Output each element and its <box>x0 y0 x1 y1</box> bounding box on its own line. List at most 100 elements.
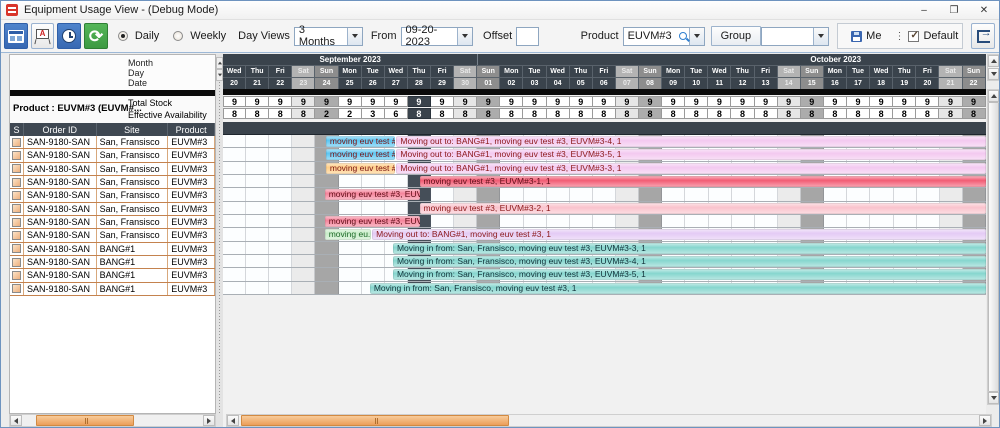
table-row[interactable]: SAN-9180-SAN BANG#1 EUVM#3 <box>10 282 215 296</box>
gantt-bar[interactable]: Moving out to: BANG#1, moving euv test #… <box>396 136 986 147</box>
table-scroll-right-icon[interactable] <box>203 415 215 426</box>
gantt-bar[interactable]: Moving in from: San, Fransisco, moving e… <box>392 269 986 281</box>
splitter-scroll-up-icon[interactable] <box>216 57 223 69</box>
day-of-week-cell[interactable]: Sun <box>800 65 824 77</box>
search-icon[interactable] <box>678 32 687 40</box>
day-of-week-cell[interactable]: Fri <box>754 65 778 77</box>
date-cell[interactable]: 11 <box>708 77 732 89</box>
table-row[interactable]: SAN-9180-SAN San, Fransisco EUVM#3 <box>10 162 215 176</box>
row-select-cell[interactable] <box>10 215 24 229</box>
date-cell[interactable]: 09 <box>662 77 686 89</box>
site-cell[interactable]: BANG#1 <box>97 255 169 269</box>
day-of-week-cell[interactable]: Sun <box>315 65 339 77</box>
gantt-bar[interactable]: Moving out to: BANG#1, moving euv test #… <box>396 162 986 174</box>
gantt-scroll-down-icon[interactable] <box>988 392 999 404</box>
date-cell[interactable]: 16 <box>823 77 847 89</box>
site-cell[interactable]: San, Fransisco <box>97 215 169 229</box>
day-of-week-cell[interactable]: Thu <box>731 65 755 77</box>
day-of-week-cell[interactable]: Thu <box>569 65 593 77</box>
gantt-bar[interactable]: Moving out to: BANG#1, moving euv test #… <box>372 229 986 241</box>
split-handle-icon[interactable]: ⋮ <box>894 30 905 42</box>
weekly-radio[interactable] <box>173 31 184 41</box>
day-of-week-cell[interactable]: Sat <box>615 65 639 77</box>
product-cell[interactable]: EUVM#3 <box>168 175 215 189</box>
gantt-horizontal-scroll-thumb[interactable] <box>241 415 509 426</box>
date-cell[interactable]: 21 <box>246 77 270 89</box>
date-cell[interactable]: 18 <box>870 77 894 89</box>
product-cell[interactable]: EUVM#3 <box>168 215 215 229</box>
product-input[interactable]: EUVM#3 <box>622 26 705 46</box>
day-of-week-cell[interactable]: Mon <box>500 65 524 77</box>
date-cell[interactable]: 17 <box>846 77 871 89</box>
order-id-cell[interactable]: SAN-9180-SAN <box>24 149 97 162</box>
gantt-scroll-right-icon[interactable] <box>979 415 991 426</box>
group-button[interactable]: Group <box>710 26 762 46</box>
table-row[interactable]: SAN-9180-SAN San, Fransisco EUVM#3 <box>10 215 215 230</box>
header-scroll-down-icon[interactable] <box>988 68 999 80</box>
day-of-week-cell[interactable]: Sun <box>638 65 663 77</box>
table-row[interactable]: SAN-9180-SAN BANG#1 EUVM#3 <box>10 269 215 283</box>
site-cell[interactable]: San, Fransisco <box>97 149 169 162</box>
date-cell[interactable]: 04 <box>546 77 570 89</box>
row-select-cell[interactable] <box>10 202 24 215</box>
table-horizontal-scrollbar[interactable] <box>9 414 216 427</box>
site-cell[interactable]: San, Fransisco <box>97 229 169 242</box>
gantt-bar[interactable]: moving euv test #.. <box>325 136 396 147</box>
day-of-week-cell[interactable]: Sun <box>962 65 986 77</box>
table-row[interactable]: SAN-9180-SAN San, Fransisco EUVM#3 <box>10 189 215 203</box>
date-cell[interactable]: 05 <box>569 77 593 89</box>
row-select-cell[interactable] <box>10 162 24 175</box>
row-select-cell[interactable] <box>10 136 24 149</box>
day-of-week-cell[interactable]: Sat <box>777 65 801 77</box>
table-row[interactable]: SAN-9180-SAN San, Fransisco EUVM#3 <box>10 175 215 190</box>
day-of-week-cell[interactable]: Tue <box>846 65 871 77</box>
table-row[interactable]: SAN-9180-SAN San, Fransisco EUVM#3 <box>10 202 215 216</box>
day-of-week-cell[interactable]: Tue <box>523 65 547 77</box>
date-cell[interactable]: 10 <box>685 77 709 89</box>
from-date-input[interactable]: 09-20-2023 <box>400 24 474 48</box>
date-cell[interactable]: 08 <box>638 77 663 89</box>
date-cell[interactable]: 03 <box>523 77 547 89</box>
row-select-cell[interactable] <box>10 189 24 202</box>
day-of-week-cell[interactable]: Thu <box>893 65 917 77</box>
order-id-cell[interactable]: SAN-9180-SAN <box>24 242 97 255</box>
view-preset-dropdown-arrow-icon[interactable] <box>813 27 829 45</box>
date-cell[interactable]: 28 <box>407 77 431 89</box>
months-select[interactable]: 3 Months <box>293 24 363 48</box>
order-id-cell[interactable]: SAN-9180-SAN <box>24 269 97 282</box>
product-cell[interactable]: EUVM#3 <box>168 149 215 162</box>
date-cell[interactable]: 02 <box>500 77 524 89</box>
date-cell[interactable]: 12 <box>731 77 755 89</box>
order-id-cell[interactable]: SAN-9180-SAN <box>24 175 97 189</box>
gantt-bar[interactable]: moving euv test #3, EUV... <box>324 215 420 227</box>
day-of-week-cell[interactable]: Tue <box>685 65 709 77</box>
order-id-cell[interactable]: SAN-9180-SAN <box>24 136 97 149</box>
date-cell[interactable]: 27 <box>384 77 408 89</box>
default-checkbox[interactable] <box>908 30 920 42</box>
product-cell[interactable]: EUVM#3 <box>168 242 215 255</box>
site-cell[interactable]: BANG#1 <box>97 282 169 295</box>
gantt-vertical-scrollbar[interactable] <box>987 89 999 405</box>
date-cell[interactable]: 07 <box>615 77 639 89</box>
day-of-week-cell[interactable]: Fri <box>916 65 940 77</box>
row-select-cell[interactable] <box>10 269 24 282</box>
day-of-week-cell[interactable]: Thu <box>246 65 270 77</box>
gantt-scroll-left-icon[interactable] <box>227 415 239 426</box>
product-cell[interactable]: EUVM#3 <box>168 162 215 175</box>
order-id-cell[interactable]: SAN-9180-SAN <box>24 255 97 269</box>
day-of-week-cell[interactable]: Mon <box>338 65 362 77</box>
minimize-button[interactable]: – <box>921 4 927 16</box>
day-of-week-cell[interactable]: Wed <box>223 65 247 77</box>
splitter-scroll-down-icon[interactable] <box>216 69 223 81</box>
gantt-bar[interactable]: moving euv test #3, EUV... <box>324 189 420 201</box>
gantt-bar[interactable]: moving eu... <box>324 229 371 241</box>
panel-splitter[interactable] <box>216 54 223 427</box>
product-dropdown-arrow-icon[interactable] <box>688 27 704 45</box>
months-dropdown-arrow-icon[interactable] <box>346 27 362 45</box>
date-cell[interactable]: 20 <box>223 77 247 89</box>
table-row[interactable]: SAN-9180-SAN BANG#1 EUVM#3 <box>10 242 215 256</box>
table-scroll-left-icon[interactable] <box>10 415 22 426</box>
day-of-week-cell[interactable]: Wed <box>870 65 894 77</box>
table-row[interactable]: SAN-9180-SAN BANG#1 EUVM#3 <box>10 255 215 270</box>
daily-radio-label[interactable]: Daily <box>134 30 160 42</box>
